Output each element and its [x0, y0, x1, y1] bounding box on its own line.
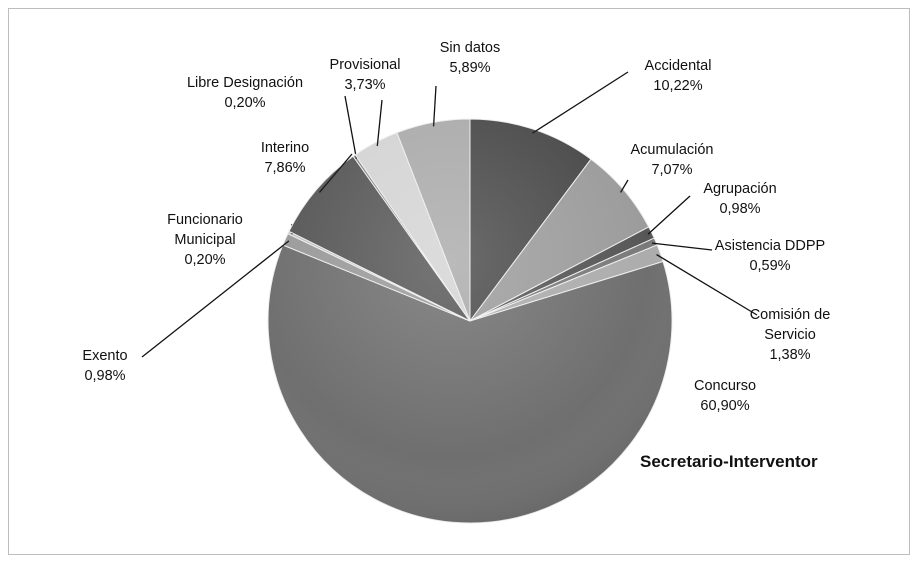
data-label: Exento 0,98% — [60, 346, 150, 386]
slice-name: Comisión de Servicio — [749, 307, 831, 343]
slice-value: 0,59% — [749, 258, 791, 274]
data-label: Concurso 60,90% — [670, 376, 780, 416]
data-label: Acumulación 7,07% — [617, 140, 727, 180]
chart-frame — [8, 8, 910, 555]
data-label: Agrupación 0,98% — [685, 179, 795, 219]
slice-name: Funcionario Municipal — [167, 212, 243, 248]
data-label: Libre Designación 0,20% — [165, 73, 325, 113]
data-label: Interino 7,86% — [240, 138, 330, 178]
data-label: Accidental 10,22% — [623, 56, 733, 96]
slice-value: 1,38% — [769, 347, 811, 363]
leader-line — [656, 253, 758, 316]
slice-value: 7,07% — [651, 162, 693, 178]
slice-name: Concurso — [693, 378, 757, 394]
slice-value: 0,20% — [224, 95, 266, 111]
data-label: Comisión de Servicio 1,38% — [740, 305, 840, 365]
slice-value: 0,98% — [719, 201, 761, 217]
slice-value: 60,90% — [700, 398, 750, 414]
leader-line — [532, 71, 629, 134]
data-label: Asistencia DDPP 0,59% — [705, 236, 835, 276]
slice-value: 5,89% — [449, 60, 491, 76]
slice-name: Acumulación — [630, 142, 714, 158]
slice-value: 10,22% — [653, 78, 703, 94]
slice-name: Asistencia DDPP — [714, 238, 826, 254]
slice-value: 0,98% — [84, 368, 126, 384]
leader-line — [141, 240, 290, 358]
slice-name: Sin datos — [439, 40, 501, 56]
slice-name: Agrupación — [703, 181, 777, 197]
data-label: Sin datos 5,89% — [415, 38, 525, 78]
chart-title: Secretario-Interventor — [640, 452, 818, 471]
slice-name: Libre Designación — [186, 75, 304, 91]
slice-name: Interino — [260, 140, 310, 156]
slice-name: Accidental — [644, 58, 712, 74]
data-label: Funcionario Municipal 0,20% — [155, 210, 255, 270]
leader-line — [432, 85, 437, 127]
leader-line — [344, 95, 358, 159]
slice-value: 0,20% — [184, 252, 226, 268]
slice-name: Exento — [82, 348, 128, 364]
slice-value: 7,86% — [264, 160, 306, 176]
slice-value: 3,73% — [344, 77, 386, 93]
data-label: Provisional 3,73% — [310, 55, 420, 95]
leader-line — [651, 242, 713, 251]
slice-name: Provisional — [329, 57, 401, 73]
leader-line — [647, 195, 691, 235]
